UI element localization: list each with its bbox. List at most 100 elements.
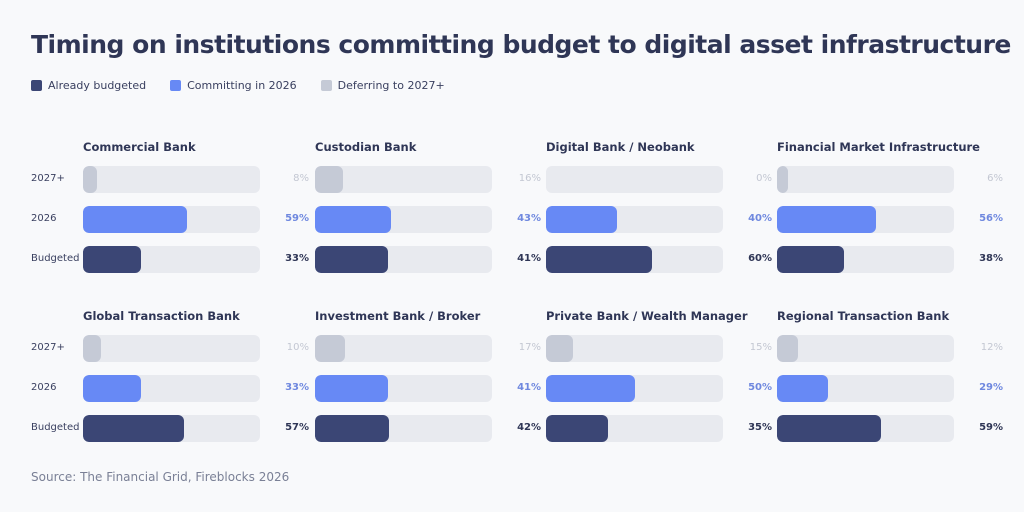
legend: Already budgeted Committing in 2026 Deferr… <box>31 79 445 92</box>
bar-track <box>546 415 723 442</box>
bar-track <box>315 415 492 442</box>
bar-row: 59% <box>83 206 309 233</box>
bar <box>315 335 346 362</box>
chart-title: Timing on institutions committing budget… <box>31 30 1011 59</box>
panel-title: Custodian Bank <box>315 140 417 154</box>
panel-title: Global Transaction Bank <box>83 309 240 323</box>
bar-row: 17% <box>315 335 541 362</box>
bar-row: 57% <box>83 415 309 442</box>
legend-label: Already budgeted <box>48 79 147 92</box>
value-label: 33% <box>285 382 309 393</box>
bar-track <box>546 166 723 193</box>
legend-label: Deferring to 2027+ <box>337 79 445 92</box>
value-label: 56% <box>979 213 1003 224</box>
bar-track <box>83 206 260 233</box>
row-label: 2027+ <box>31 342 65 353</box>
bar <box>777 246 845 273</box>
bar-track <box>83 166 260 193</box>
bar-track <box>315 246 492 273</box>
panel-title: Commercial Bank <box>83 140 196 154</box>
bar-track <box>315 375 492 402</box>
value-label: 29% <box>979 382 1003 393</box>
bar-track <box>777 246 954 273</box>
bar-track <box>777 415 954 442</box>
row-label: 2026 <box>31 213 57 224</box>
bar <box>546 246 653 273</box>
bar-row: 41% <box>315 375 541 402</box>
value-label: 60% <box>748 253 772 264</box>
bar-track <box>83 335 260 362</box>
panel-title: Regional Transaction Bank <box>777 309 950 323</box>
bar <box>83 415 184 442</box>
bar-track <box>546 375 723 402</box>
bar-track <box>315 166 492 193</box>
bar-track <box>546 335 723 362</box>
bar-track <box>777 166 954 193</box>
bar-track <box>315 206 492 233</box>
value-label: 15% <box>749 342 772 353</box>
bar <box>777 335 799 362</box>
value-label: 38% <box>979 253 1003 264</box>
bar-row: 41% <box>315 246 541 273</box>
value-label: 10% <box>286 342 309 353</box>
value-label: 0% <box>756 173 772 184</box>
value-label: 17% <box>518 342 541 353</box>
bar-row: 16% <box>315 166 541 193</box>
bar-row: 35% <box>546 415 772 442</box>
value-label: 41% <box>517 253 541 264</box>
bar <box>315 415 390 442</box>
bar-row: 12% <box>777 335 1003 362</box>
panel-title: Private Bank / Wealth Manager <box>546 309 748 323</box>
bar <box>546 415 608 442</box>
bar <box>83 206 188 233</box>
bar <box>777 206 877 233</box>
legend-swatch <box>320 80 332 91</box>
bar-track <box>546 246 723 273</box>
bar <box>777 166 788 193</box>
legend-swatch <box>170 80 182 91</box>
value-label: 35% <box>748 422 772 433</box>
bar <box>315 375 388 402</box>
bar-track <box>546 206 723 233</box>
bar-row: 38% <box>777 246 1003 273</box>
legend-item: Already budgeted <box>31 79 146 92</box>
value-label: 59% <box>285 213 309 224</box>
bar-row: 42% <box>315 415 541 442</box>
value-label: 16% <box>518 173 541 184</box>
value-label: 12% <box>980 342 1003 353</box>
bar-track <box>777 335 954 362</box>
bar <box>777 375 829 402</box>
bar <box>315 166 344 193</box>
bar <box>315 246 388 273</box>
legend-item: Committing in 2026 <box>170 79 297 92</box>
value-label: 43% <box>517 213 541 224</box>
bar-track <box>315 335 492 362</box>
bar-row: 0% <box>546 166 772 193</box>
value-label: 42% <box>517 422 541 433</box>
value-label: 41% <box>517 382 541 393</box>
bar <box>546 206 617 233</box>
bar-row: 43% <box>315 206 541 233</box>
bar <box>546 375 635 402</box>
bar <box>315 206 392 233</box>
bar-row: 59% <box>777 415 1003 442</box>
legend-swatch <box>31 80 42 91</box>
panel-title: Investment Bank / Broker <box>315 309 481 323</box>
bar-row: 40% <box>546 206 772 233</box>
source-note: Source: The Financial Grid, Fireblocks 2… <box>31 470 290 484</box>
row-label: 2027+ <box>31 173 65 184</box>
value-label: 59% <box>979 422 1003 433</box>
bar-track <box>83 415 260 442</box>
bar-row: 10% <box>83 335 309 362</box>
bar-track <box>83 375 260 402</box>
value-label: 40% <box>748 213 772 224</box>
legend-item: Deferring to 2027+ <box>320 79 445 92</box>
bar <box>777 415 882 442</box>
value-label: 50% <box>748 382 772 393</box>
bar <box>83 335 101 362</box>
panel-title: Financial Market Infrastructure <box>777 140 980 154</box>
bar-row: 6% <box>777 166 1003 193</box>
bar-row: 50% <box>546 375 772 402</box>
legend-label: Committing in 2026 <box>187 79 297 92</box>
row-label: Budgeted <box>31 253 80 264</box>
